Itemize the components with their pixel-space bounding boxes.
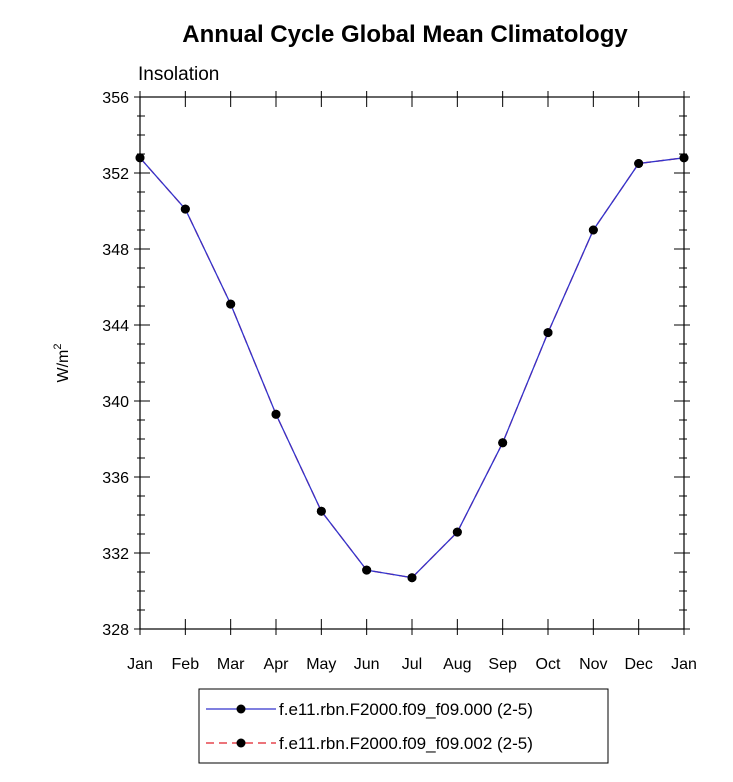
data-point bbox=[588, 225, 598, 235]
legend-marker bbox=[236, 738, 246, 748]
x-tick-label: Jun bbox=[354, 656, 380, 673]
x-tick-label: Jan bbox=[671, 656, 697, 673]
x-tick-label: Jan bbox=[127, 656, 153, 673]
x-tick-label: May bbox=[306, 656, 336, 673]
x-tick-label: Nov bbox=[579, 656, 607, 673]
x-tick-label: Mar bbox=[217, 656, 245, 673]
x-tick-label: Apr bbox=[264, 656, 290, 673]
y-tick-label: 344 bbox=[102, 318, 129, 335]
y-tick-label: 352 bbox=[102, 166, 129, 183]
x-tick-label: Sep bbox=[488, 656, 517, 673]
data-point bbox=[634, 159, 644, 168]
legend-box bbox=[198, 688, 609, 764]
y-tick-label: 336 bbox=[102, 470, 129, 487]
data-point bbox=[226, 299, 236, 309]
series-1 bbox=[135, 153, 689, 583]
data-point bbox=[679, 153, 689, 163]
y-tick-label: 356 bbox=[102, 90, 129, 107]
series-2 bbox=[135, 153, 689, 583]
series-line bbox=[139, 157, 685, 579]
legend-marker bbox=[236, 704, 246, 714]
data-point bbox=[498, 438, 508, 448]
x-tick-label: Jul bbox=[402, 656, 422, 673]
series-line bbox=[139, 157, 685, 579]
y-tick-label: 328 bbox=[102, 622, 129, 639]
y-axis-label-unit: W/m bbox=[55, 350, 72, 383]
data-point bbox=[135, 153, 145, 163]
x-tick-label: Feb bbox=[172, 656, 200, 673]
y-tick-label: 332 bbox=[102, 546, 129, 563]
data-point bbox=[407, 573, 417, 583]
chart-title: Annual Cycle Global Mean Climatology bbox=[182, 21, 628, 48]
x-tick-label: Oct bbox=[536, 656, 561, 673]
axis-ticks: 328 332 336 340 344 348 352 356 Jan Feb Mar Apr May J… bbox=[102, 90, 697, 673]
legend-label: f.e11.rbn.F2000.f09_f09.002 (2-5) bbox=[279, 734, 533, 753]
data-point bbox=[316, 506, 326, 516]
data-point bbox=[452, 527, 462, 537]
legend-label: f.e11.rbn.F2000.f09_f09.000 (2-5) bbox=[279, 700, 533, 719]
y-axis-label-superscript: 2 bbox=[52, 344, 64, 350]
chart-subtitle: Insolation bbox=[138, 64, 219, 85]
y-axis-label: W/m2 bbox=[52, 344, 72, 383]
y-tick-label: 340 bbox=[102, 394, 129, 411]
data-point bbox=[180, 204, 190, 214]
y-tick-label: 348 bbox=[102, 242, 129, 259]
data-point bbox=[543, 328, 553, 338]
series-layer bbox=[135, 153, 689, 583]
x-tick-label: Aug bbox=[443, 656, 471, 673]
data-point bbox=[271, 409, 281, 419]
plot-frame bbox=[139, 96, 685, 630]
data-point bbox=[362, 565, 372, 575]
x-tick-label: Dec bbox=[624, 656, 652, 673]
legend: f.e11.rbn.F2000.f09_f09.000 (2-5) f.e11.r… bbox=[198, 688, 609, 764]
